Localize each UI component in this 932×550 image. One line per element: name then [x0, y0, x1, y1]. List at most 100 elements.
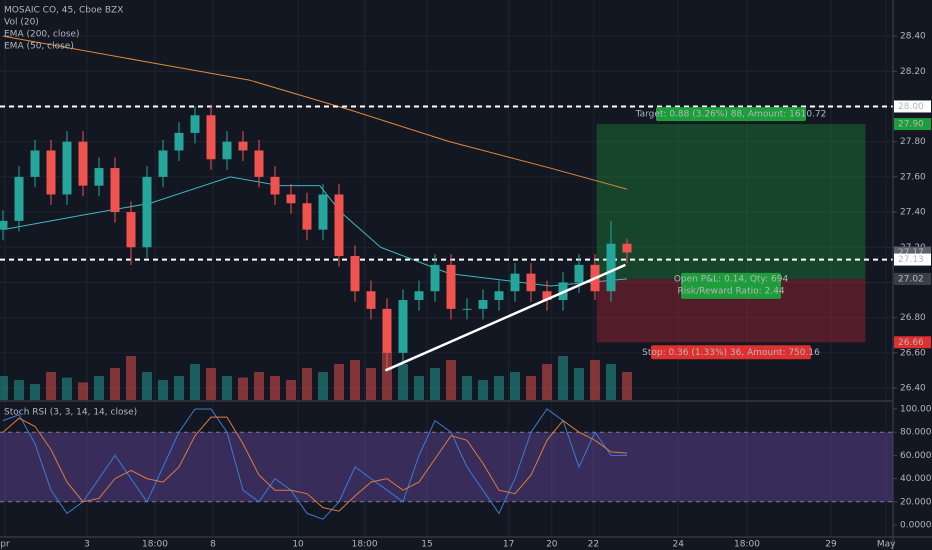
x-tick-label: 3 [84, 540, 90, 550]
price-label: 28.00 [898, 102, 924, 112]
candle-body [494, 291, 504, 301]
price-label: 26.66 [898, 338, 924, 348]
stop-label: Stop: 0.36 (1.33%) 36, Amount: 750.16 [642, 348, 820, 358]
volume-bar [478, 380, 488, 400]
price-label: 27.17 [898, 248, 924, 258]
candle-body [334, 194, 344, 257]
price-label-box [894, 253, 931, 266]
volume-bar [270, 376, 280, 400]
volume-bar [414, 376, 424, 400]
candle-body [510, 273, 520, 292]
volume-bar [350, 360, 360, 400]
candle-body [110, 168, 120, 213]
volume-bar [142, 372, 152, 400]
volume-bar [238, 377, 248, 400]
x-tick-label: 8 [210, 540, 216, 550]
volume-bar [446, 360, 456, 400]
volume-bar [174, 376, 184, 400]
candle-body [14, 176, 24, 221]
volume-bar [206, 368, 216, 400]
x-tick-label: pr [0, 540, 10, 550]
y-tick-label: 27.80 [900, 137, 926, 147]
candle-body [158, 150, 168, 177]
ema-line [2, 176, 628, 287]
target-zone [596, 124, 866, 279]
candle-body [94, 168, 104, 186]
price-label-box [894, 118, 931, 131]
x-tick-label: 18:00 [142, 540, 168, 550]
stoch-tick-label: 100.0000 [900, 404, 932, 414]
candle-body [270, 176, 280, 195]
y-tick-label: 26.80 [900, 313, 926, 323]
price-label: 27.02 [898, 274, 924, 284]
volume-bar [366, 368, 376, 400]
stoch-tick-label: 80.0000 [900, 428, 932, 438]
volume-bar [430, 368, 440, 400]
volume-bar [126, 356, 136, 400]
candle-body [238, 141, 248, 151]
volume-bar [110, 368, 120, 400]
pnl-box [681, 272, 781, 299]
candle-body [430, 264, 440, 292]
target-label-box [656, 107, 806, 122]
candle-body [478, 300, 488, 309]
stoch-line [2, 408, 627, 520]
candle-body [462, 308, 472, 310]
x-tick-label: 18:00 [734, 540, 760, 550]
y-tick-label: 26.60 [900, 348, 926, 358]
candle-body [398, 300, 408, 353]
plot [0, 35, 893, 520]
candle-body [174, 132, 184, 151]
stop-label-box [651, 345, 811, 360]
candle-body [542, 291, 552, 301]
volume-bar [158, 380, 168, 400]
trend-line [384, 263, 626, 372]
candle-body [78, 141, 88, 186]
candle-body [414, 291, 424, 301]
volume-bar [558, 356, 568, 400]
volume-bar [382, 352, 392, 400]
candle-body [0, 220, 8, 230]
stoch-tick-label: 60.0000 [900, 451, 932, 461]
y-tick-label: 26.40 [900, 384, 926, 394]
candle-body [622, 243, 632, 253]
volume-bar [190, 364, 200, 400]
volume-bar [542, 364, 552, 400]
volume-bar [510, 372, 520, 400]
price-label: 27.90 [898, 120, 924, 130]
candle-body [606, 243, 616, 292]
volume-bar [606, 364, 616, 400]
volume-bar [0, 376, 8, 400]
candle-body [206, 115, 216, 160]
price-label: 27.13 [898, 255, 924, 265]
volume-bar [94, 376, 104, 400]
legend-item: EMA (200, close) [4, 30, 80, 40]
x-tick-label: 10 [292, 540, 304, 550]
volume-bar [30, 384, 40, 400]
candle-body [286, 194, 296, 204]
candle-body [126, 212, 136, 248]
volume-bar [62, 377, 72, 400]
legend-item: Vol (20) [4, 18, 39, 28]
ema-line [2, 35, 628, 190]
candle-body [350, 256, 360, 292]
candle-body [142, 176, 152, 248]
stoch-tick-label: 20.0000 [900, 497, 932, 507]
y-tick-label: 27.60 [900, 172, 926, 182]
volume-bar [14, 380, 24, 400]
volume-bar [254, 372, 264, 400]
x-tick-label: 20 [546, 540, 558, 550]
x-tick-label: 15 [421, 540, 432, 550]
candle-body [46, 150, 56, 195]
candle-body [526, 273, 536, 292]
volume-bar [398, 364, 408, 400]
x-tick-label: 18:00 [352, 540, 378, 550]
volume-bar [222, 376, 232, 400]
volume-bar [302, 368, 312, 400]
volume-bar [462, 376, 472, 400]
price-label-box [894, 336, 931, 349]
stoch-line [2, 416, 628, 512]
candle-body [222, 141, 232, 160]
candle-body [254, 150, 264, 177]
